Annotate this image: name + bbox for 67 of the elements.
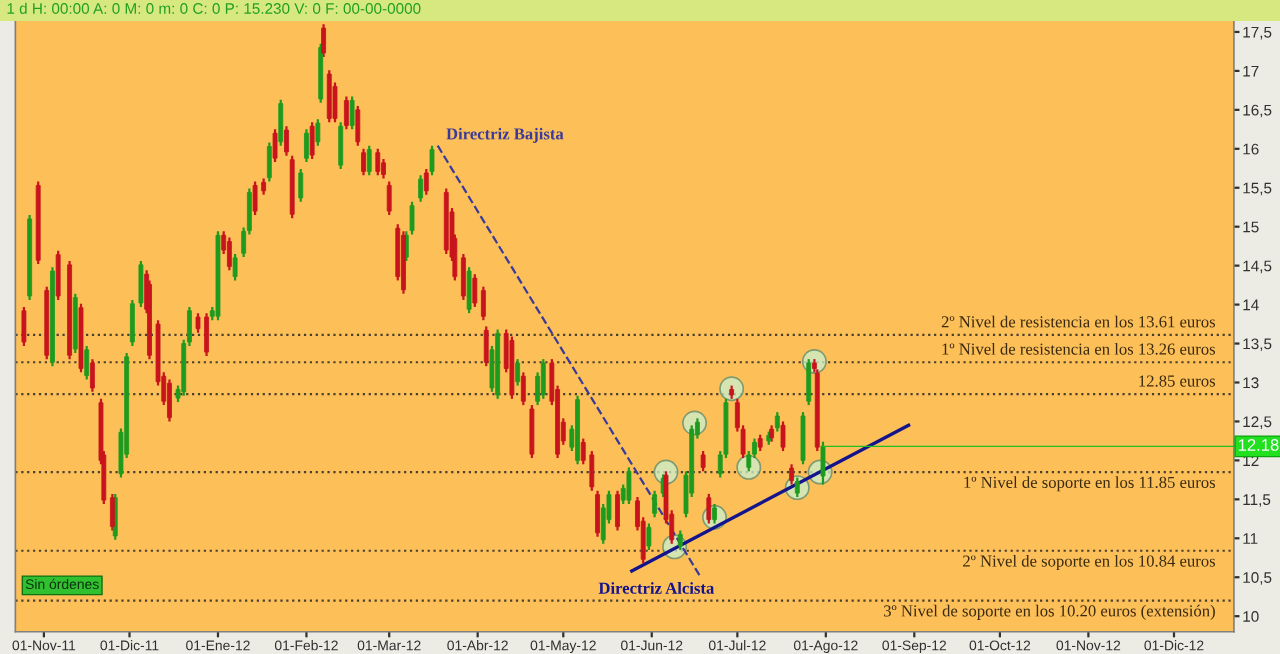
candlestick <box>540 358 546 400</box>
candlestick <box>520 371 526 407</box>
candlestick <box>626 466 632 506</box>
candlestick <box>361 147 366 177</box>
candlestick <box>89 358 95 393</box>
candlestick <box>774 410 780 433</box>
candlestick <box>386 180 392 217</box>
series-label: Directriz Alcista <box>598 582 715 594</box>
candlestick <box>167 378 172 423</box>
candlestick <box>55 249 61 302</box>
candlestick <box>409 200 415 236</box>
ref-line-label: 2º Nivel de resistencia en los 13.61 euros <box>941 315 1216 328</box>
candlestick <box>266 141 272 183</box>
candlestick <box>332 81 338 124</box>
candlestick <box>460 252 466 302</box>
candlestick <box>589 449 595 492</box>
candlestick <box>298 167 304 203</box>
candlestick <box>595 489 600 538</box>
candlestick <box>338 121 344 171</box>
candlestick <box>21 305 27 347</box>
candlestick <box>700 449 706 473</box>
series-label: Directriz Bajista <box>446 127 564 143</box>
candlestick <box>423 167 429 196</box>
candlestick <box>272 128 278 164</box>
candlestick <box>315 118 321 147</box>
candlestick <box>381 157 386 180</box>
candlestick <box>304 128 309 164</box>
annotation: 12.18 <box>1238 439 1279 451</box>
candlestick <box>780 420 786 453</box>
candlestick <box>226 236 232 272</box>
ref-line-label: 1º Nivel de soporte en los 11.85 euros <box>964 476 1216 492</box>
candlestick <box>232 252 238 282</box>
candlestick <box>252 180 258 217</box>
candlestick <box>343 95 349 131</box>
candlestick <box>794 476 800 499</box>
candlestick <box>309 121 315 161</box>
candlestick <box>355 104 361 147</box>
candlestick <box>800 410 806 466</box>
candlestick <box>375 147 381 177</box>
candlestick <box>789 463 794 486</box>
candlestick <box>284 125 289 157</box>
candlestick <box>706 492 712 525</box>
candlestick <box>515 358 521 387</box>
candlestick <box>483 325 489 368</box>
candlestick <box>480 285 486 322</box>
candlestick <box>472 273 478 309</box>
candlestick <box>466 266 472 315</box>
candlestick <box>820 440 826 486</box>
ref-line-label: 2º Nivel de soporte en los 10.84 euros <box>963 554 1216 571</box>
candlestick <box>529 403 535 460</box>
ref-line-label: 3º Nivel de soporte en los 10.20 euros (extensión) <box>884 604 1215 620</box>
candlestick <box>677 529 683 552</box>
candlestick <box>349 95 355 131</box>
candlestick <box>652 489 658 519</box>
candlestick <box>418 174 424 203</box>
ref-line-label: 1º Nivel de resistencia en los 13.26 euros <box>942 342 1216 355</box>
candlestick <box>712 502 717 525</box>
candlestick <box>366 144 372 177</box>
candlestick <box>806 358 812 407</box>
candlestick <box>326 69 332 124</box>
candlestick <box>109 492 115 532</box>
ref-line-label: 12.85 euros <box>1139 375 1216 387</box>
candlestick <box>646 522 652 552</box>
candlestick <box>429 144 435 177</box>
candlestick <box>84 344 90 381</box>
candlestick <box>278 98 284 147</box>
candlestick <box>615 489 620 532</box>
